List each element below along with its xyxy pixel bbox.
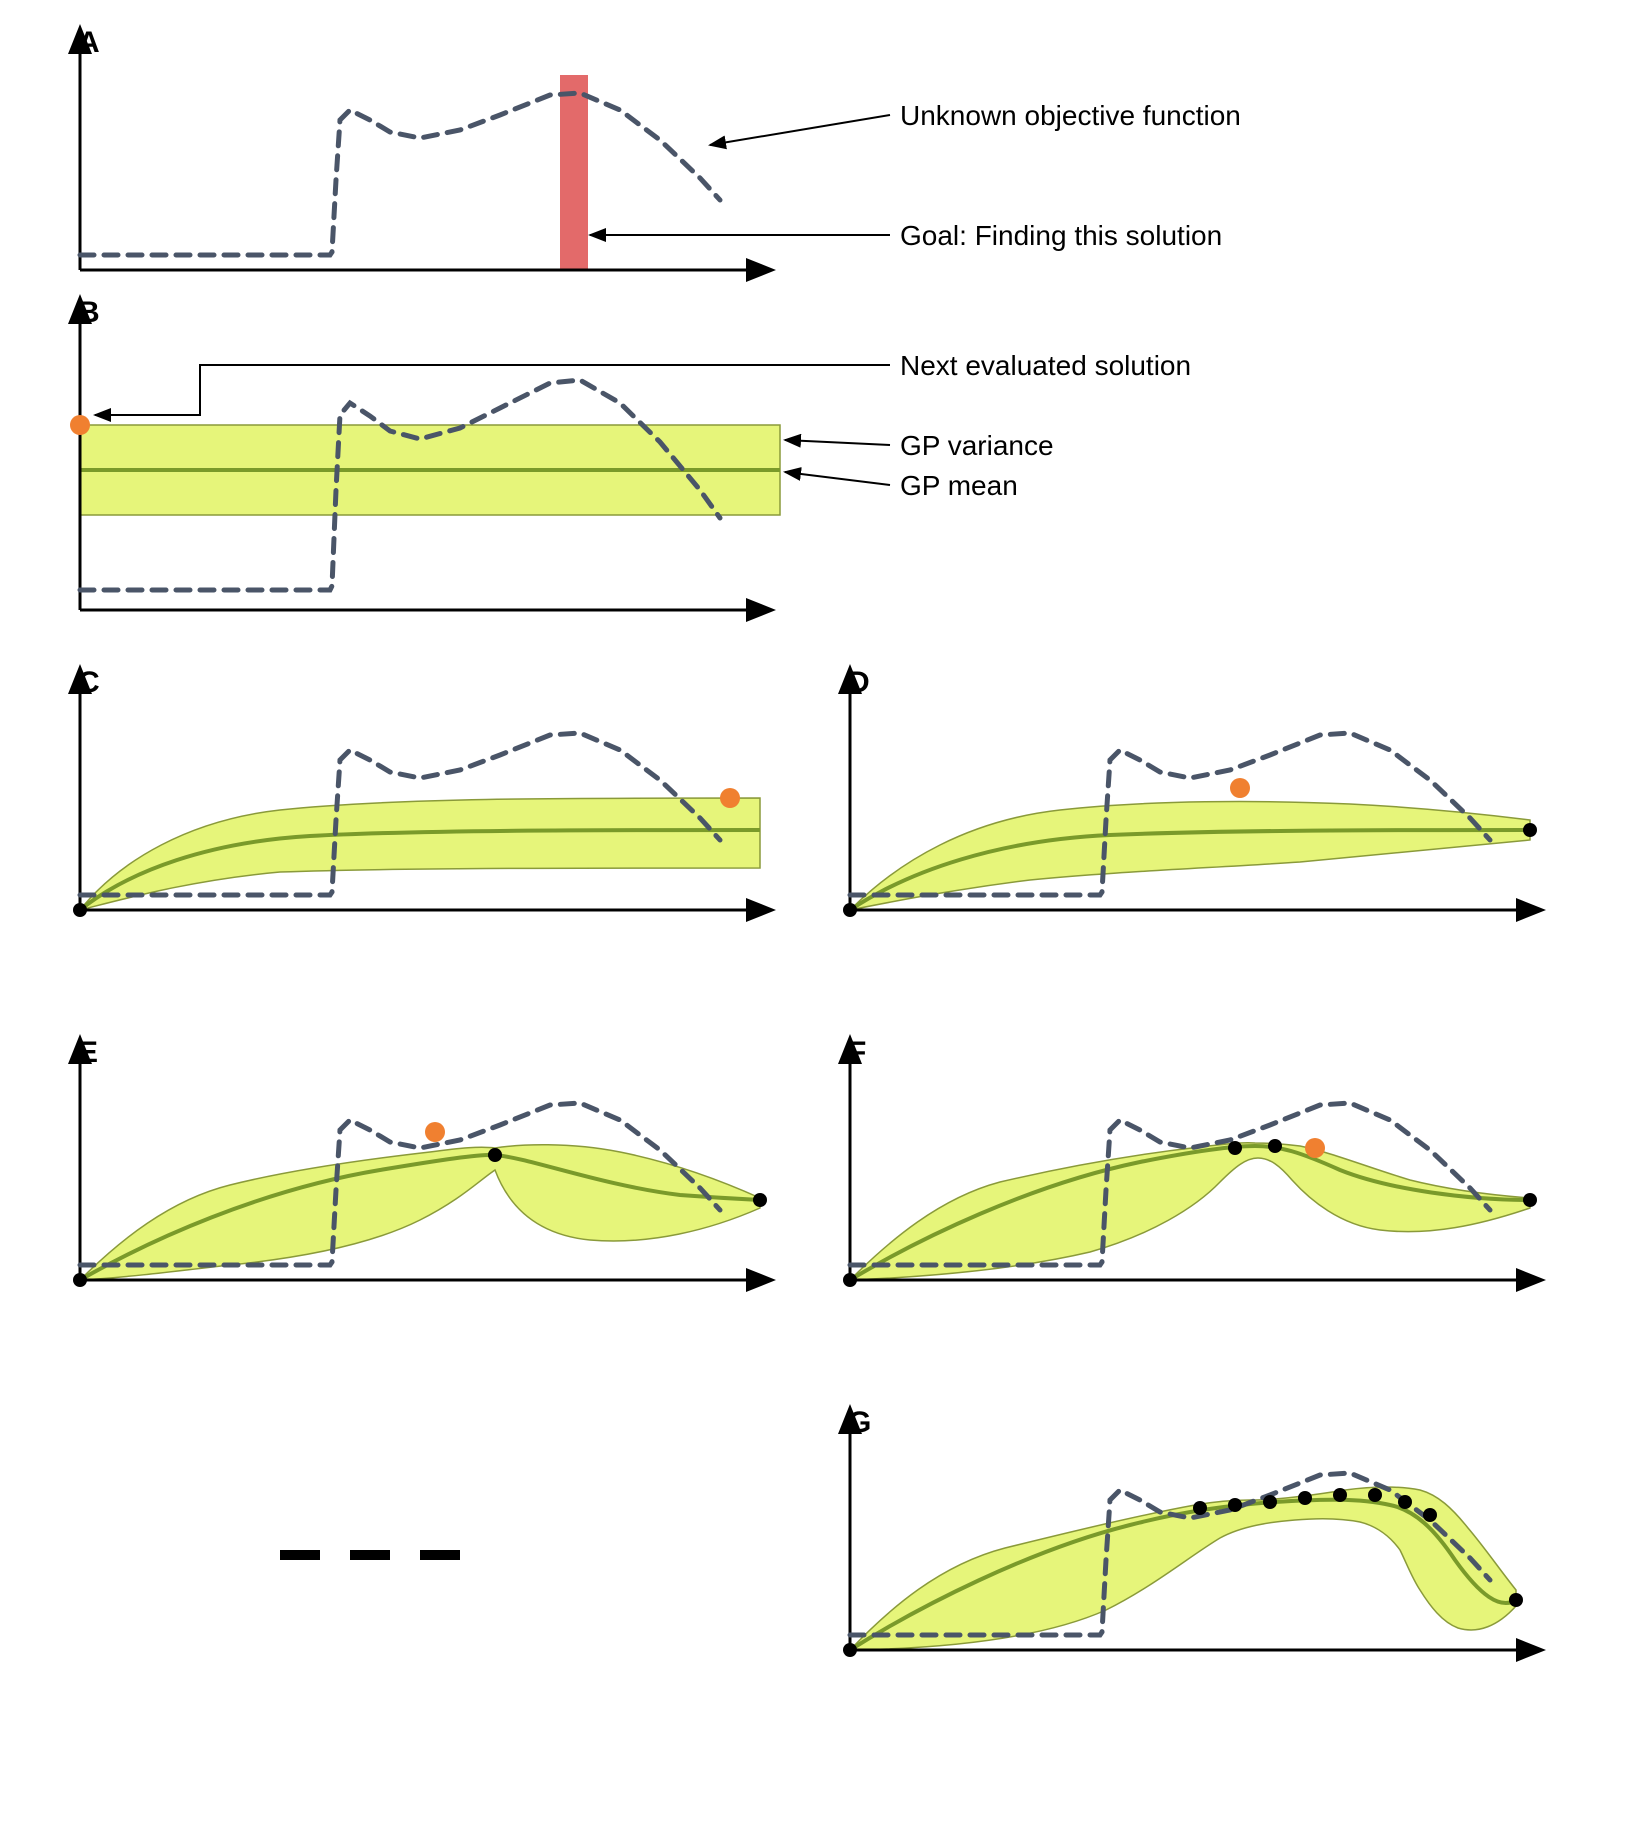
figure: A Unknown objective function Goal: Findi… [30,30,1608,1808]
annotation-next-eval: Next evaluated solution [900,350,1191,382]
sample-point [1263,1495,1277,1509]
panel-G: G [830,1410,1530,1670]
sample-point [1193,1501,1207,1515]
eval-point [425,1122,445,1142]
sample-point [1423,1508,1437,1522]
panel-F-label: F [848,1036,866,1070]
sample-point [1523,823,1537,837]
sample-point [843,1643,857,1657]
sample-point [843,903,857,917]
panel-E: E [60,1040,760,1300]
panel-C: C [60,670,760,930]
panel-F: F [830,1040,1530,1300]
sample-point [753,1193,767,1207]
panel-E-svg [60,1040,780,1300]
panel-D-svg [830,670,1550,930]
sample-point [73,903,87,917]
sample-point [1228,1498,1242,1512]
sample-point [1298,1491,1312,1505]
eval-point [720,788,740,808]
panel-D: D [830,670,1530,930]
panel-G-svg [830,1410,1550,1670]
panel-D-label: D [848,666,870,700]
eval-point [1230,778,1250,798]
panel-E-label: E [78,1036,98,1070]
annotation-goal: Goal: Finding this solution [900,220,1222,252]
sample-point [1398,1495,1412,1509]
ellipsis-icon [280,1550,460,1560]
sample-point [1268,1139,1282,1153]
sample-point [73,1273,87,1287]
annotation-arrows-B [30,300,930,640]
eval-point [1305,1138,1325,1158]
sample-point [1509,1593,1523,1607]
sample-point [1368,1488,1382,1502]
sample-point [1333,1488,1347,1502]
sample-point [1228,1141,1242,1155]
sample-point [488,1148,502,1162]
panel-C-svg [60,670,780,930]
panel-F-svg [830,1040,1550,1300]
panel-G-label: G [848,1406,871,1440]
panel-C-label: C [78,666,100,700]
annotation-unknown-obj: Unknown objective function [900,100,1241,132]
sample-point [1523,1193,1537,1207]
sample-point [843,1273,857,1287]
annotation-arrows-A [30,30,930,290]
gp-variance [850,1143,1530,1280]
